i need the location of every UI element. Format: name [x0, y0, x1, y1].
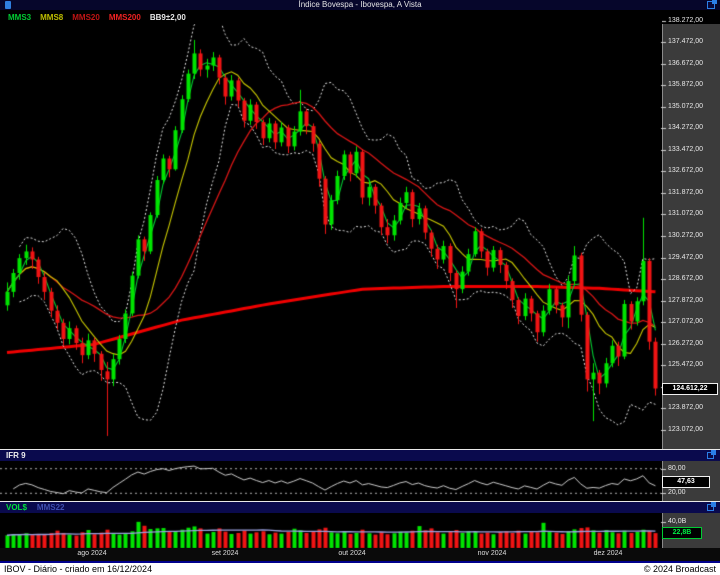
- status-left: IBOV - Diário - criado em 16/12/2024: [4, 564, 153, 574]
- legend-mms3: MMS3: [8, 12, 32, 22]
- month-label: set 2024: [211, 550, 239, 557]
- restore-icon[interactable]: [707, 0, 717, 9]
- legend-mms200: MMS200: [108, 12, 141, 22]
- month-label: nov 2024: [477, 550, 507, 557]
- ifr-panel-header: IFR 9: [0, 450, 720, 461]
- month-label: out 2024: [338, 550, 366, 557]
- month-label: dez 2024: [593, 550, 623, 557]
- indicator-legend: MMS3 MMS8 MMS20 MMS200 BB9±2,00: [0, 10, 662, 24]
- ifr-restore-icon[interactable]: [707, 450, 716, 459]
- legend-bollinger: BB9±2,00: [149, 12, 186, 22]
- volume-panel-header: VOL$ MMS22: [0, 502, 720, 513]
- volume-chart-area[interactable]: [0, 513, 662, 548]
- window-titlebar: Índice Bovespa - Ibovespa, A Vista: [0, 0, 720, 10]
- status-bar: IBOV - Diário - criado em 16/12/2024 © 2…: [0, 563, 720, 575]
- month-label: ago 2024: [77, 550, 107, 557]
- last-price-badge: 124.612,22: [662, 382, 718, 395]
- legend-mms8: MMS8: [40, 12, 64, 22]
- legend-mms20: MMS20: [72, 12, 100, 22]
- ifr-value-badge: 47,63: [662, 475, 710, 488]
- window-title: Índice Bovespa - Ibovespa, A Vista: [298, 0, 422, 9]
- status-right: © 2024 Broadcast: [643, 564, 716, 574]
- ifr-chart-area[interactable]: [0, 461, 662, 501]
- volume-ma-label: MMS22: [36, 503, 65, 512]
- time-axis: ago 2024 set 2024 out 2024 nov 2024 dez 2024: [0, 548, 720, 561]
- price-chart-area[interactable]: [0, 24, 662, 449]
- volume-panel-title: VOL$: [6, 503, 27, 512]
- volume-restore-icon[interactable]: [707, 502, 716, 511]
- volume-value-badge: 22,8B: [662, 527, 702, 540]
- app-icon[interactable]: [5, 1, 11, 9]
- ifr-panel-title: IFR 9: [6, 451, 26, 460]
